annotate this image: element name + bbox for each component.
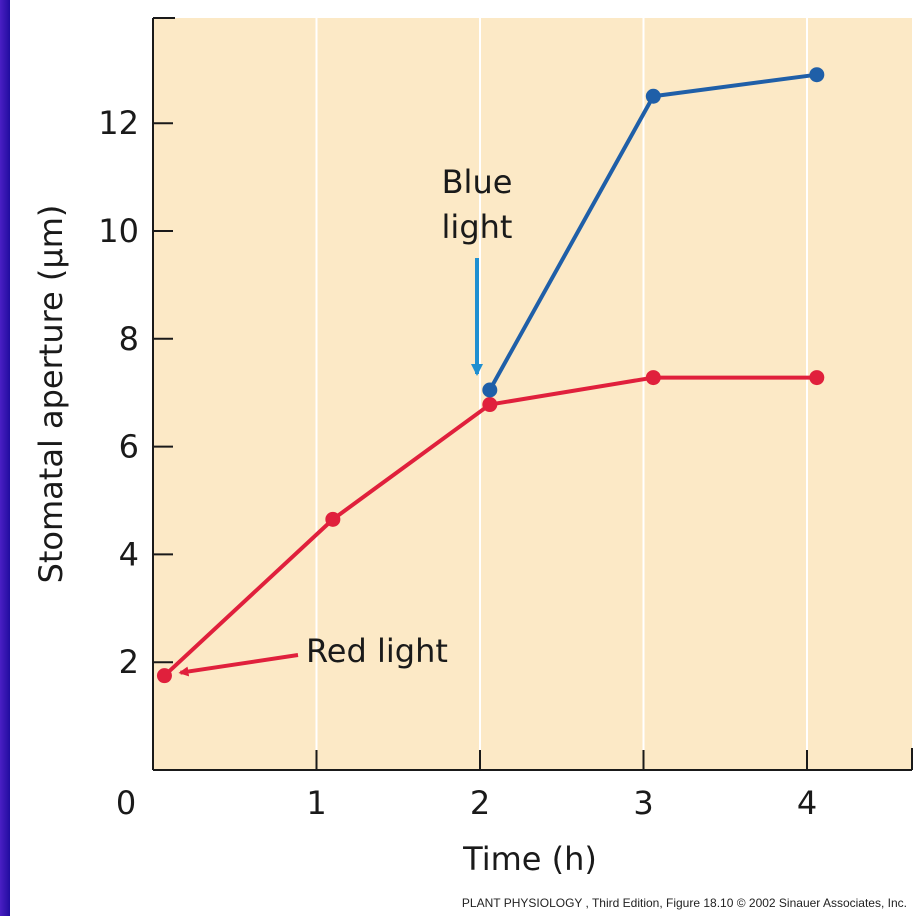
data-point <box>645 88 661 104</box>
y-tick-label: 8 <box>119 320 139 358</box>
data-point <box>482 397 498 413</box>
figure-credit: PLANT PHYSIOLOGY , Third Edition, Figure… <box>461 896 907 910</box>
red-light-label: Red light <box>306 632 448 670</box>
x-tick-label: 2 <box>470 784 490 822</box>
y-tick-label: 2 <box>119 643 139 681</box>
plot-area <box>153 18 912 770</box>
data-point <box>809 67 825 83</box>
x-tick-label: 1 <box>306 784 326 822</box>
x-tick-label: 4 <box>797 784 817 822</box>
red-light-arrow <box>178 653 299 677</box>
y-axis-title: Stomatal aperture (μm) <box>32 205 70 584</box>
y-tick-label: 4 <box>119 535 139 573</box>
data-point <box>156 668 172 684</box>
blue-light-label-line1: Blue <box>442 163 513 201</box>
x-tick-label: 3 <box>633 784 653 822</box>
data-point <box>645 370 661 386</box>
y-tick-label: 10 <box>98 212 139 250</box>
x-axis-title: Time (h) <box>462 840 597 878</box>
data-point <box>482 382 498 398</box>
y-tick-label: 12 <box>98 104 139 142</box>
y-tick-label: 6 <box>119 428 139 466</box>
blue-light-label-line2: light <box>442 208 513 246</box>
data-point <box>325 511 341 527</box>
x-tick-label: 0 <box>116 784 136 822</box>
data-point <box>809 370 825 386</box>
